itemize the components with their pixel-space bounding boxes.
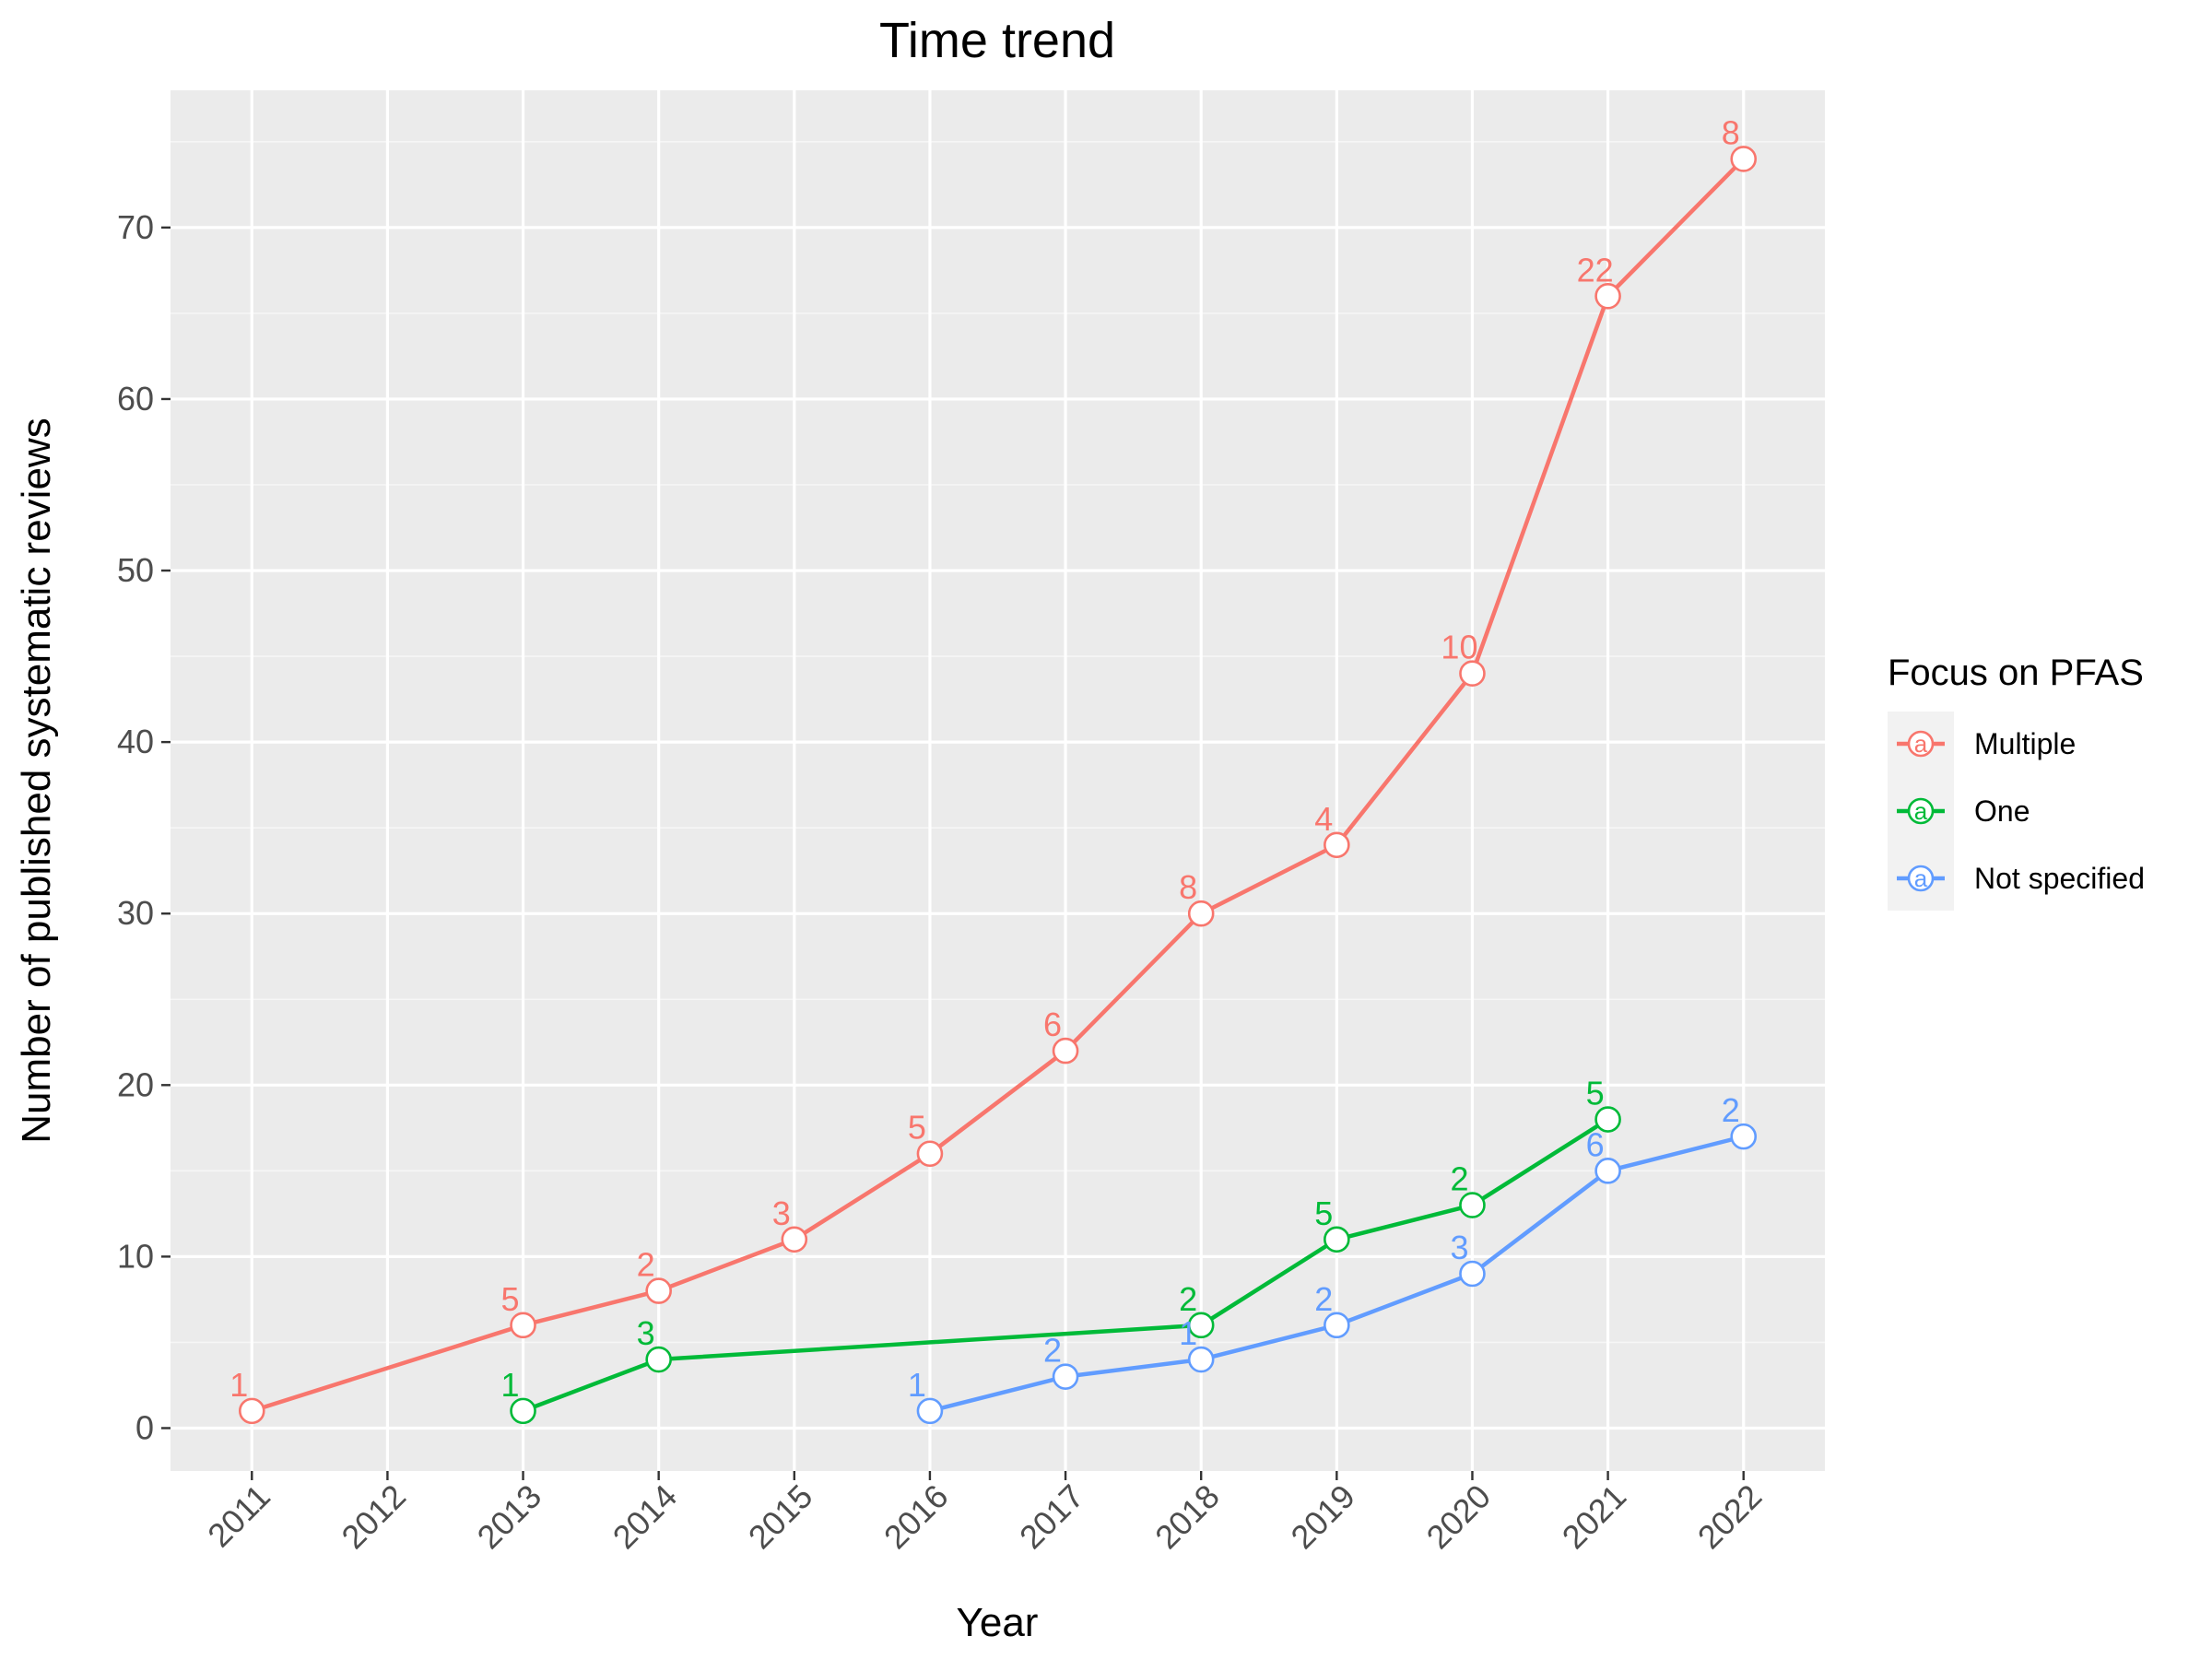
legend-item: a Multiple (1897, 727, 2076, 760)
x-tick-label: 2019 (1283, 1477, 1362, 1557)
data-label: 1 (908, 1366, 926, 1404)
data-label: 5 (1314, 1194, 1333, 1232)
data-label: 2 (1450, 1160, 1468, 1198)
data-point (1052, 1037, 1079, 1065)
data-label: 10 (1441, 629, 1477, 666)
data-label: 2 (1043, 1332, 1062, 1370)
data-label: 3 (637, 1314, 655, 1352)
x-tick-label: 2022 (1690, 1477, 1770, 1557)
legend-label: Not specified (1974, 862, 2145, 895)
legend-label: Multiple (1974, 727, 2076, 760)
data-label: 2 (1722, 1091, 1740, 1129)
data-label: 4 (1314, 800, 1333, 838)
legend-key-point (1907, 730, 1935, 758)
data-label: 3 (1450, 1229, 1468, 1266)
legend: Focus on PFAS a Multiple a One a Not specifie… (1888, 653, 2145, 911)
data-point (1459, 1260, 1486, 1288)
data-point (238, 1397, 265, 1425)
y-tick-label: 20 (117, 1065, 154, 1103)
y-tick-label: 50 (117, 551, 154, 589)
data-label: 8 (1722, 113, 1740, 151)
x-axis-title: Year (957, 1600, 1039, 1645)
data-point (1459, 1192, 1486, 1218)
x-tick-label: 2018 (1147, 1477, 1227, 1557)
data-point (1324, 831, 1350, 859)
x-tick-label: 2017 (1012, 1477, 1091, 1557)
y-tick-label: 60 (117, 380, 154, 418)
data-point (1730, 1123, 1758, 1150)
legend-item: a Not specified (1897, 862, 2145, 895)
data-point (1594, 1158, 1621, 1184)
data-point (645, 1346, 672, 1373)
data-point (510, 1397, 536, 1425)
y-tick-label: 40 (117, 723, 154, 760)
data-point (781, 1226, 808, 1253)
x-tick-label: 2016 (877, 1477, 956, 1557)
legend-title: Focus on PFAS (1888, 653, 2144, 693)
data-point (1324, 1312, 1350, 1339)
series-one: 1 3 2 5 2 5 (501, 1075, 1621, 1425)
data-label: 3 (772, 1194, 791, 1232)
legend-key-glyph: a (1914, 797, 1928, 825)
data-point (1187, 1346, 1215, 1373)
x-tick-label: 2014 (606, 1477, 685, 1557)
y-tick-label: 30 (117, 894, 154, 932)
data-point (916, 1140, 944, 1168)
data-point (1594, 1106, 1621, 1133)
legend-key-point (1907, 865, 1935, 892)
data-label: 8 (1179, 868, 1197, 906)
x-tick-label: 2021 (1555, 1477, 1634, 1557)
y-tick-label: 70 (117, 208, 154, 246)
data-point (1730, 146, 1758, 172)
legend-label: One (1974, 794, 2030, 828)
major-gridlines (171, 90, 1825, 1471)
data-label: 6 (1043, 1006, 1062, 1043)
x-tick-label: 2013 (470, 1477, 549, 1557)
data-label: 1 (229, 1366, 248, 1404)
data-label: 5 (908, 1109, 926, 1147)
data-label: 2 (637, 1246, 655, 1284)
plot-panel (171, 90, 1825, 1471)
data-label: 1 (501, 1366, 520, 1404)
data-point (510, 1312, 536, 1339)
x-tick-label: 2011 (200, 1477, 277, 1555)
legend-key-point (1907, 797, 1935, 825)
x-tick-label: 2020 (1418, 1477, 1498, 1557)
y-tick-label: 10 (117, 1237, 154, 1275)
y-tick-label: 0 (135, 1408, 154, 1446)
y-axis-title: Number of published systematic reviews (14, 418, 59, 1143)
chart-title: Time trend (879, 13, 1115, 68)
x-tick-label: 2015 (741, 1477, 820, 1557)
data-label: 5 (1586, 1075, 1605, 1112)
data-point (1594, 283, 1621, 310)
legend-key-glyph: a (1914, 865, 1928, 892)
data-label: 2 (1179, 1280, 1197, 1318)
data-label: 22 (1577, 251, 1614, 288)
data-point (1459, 660, 1486, 687)
data-point (1187, 900, 1215, 927)
data-point (1052, 1363, 1079, 1390)
data-point (1324, 1226, 1350, 1253)
series-line (522, 1117, 1609, 1413)
data-point (645, 1277, 672, 1304)
data-point (916, 1397, 944, 1425)
x-tick-label: 2012 (334, 1477, 413, 1557)
data-point (1187, 1312, 1215, 1339)
data-label: 6 (1586, 1125, 1605, 1163)
data-label: 5 (501, 1280, 520, 1318)
data-label: 1 (1179, 1314, 1197, 1352)
legend-item: a One (1897, 794, 2030, 828)
minor-gridlines (171, 141, 1825, 1344)
legend-key-glyph: a (1914, 730, 1928, 758)
data-label: 2 (1314, 1280, 1333, 1318)
